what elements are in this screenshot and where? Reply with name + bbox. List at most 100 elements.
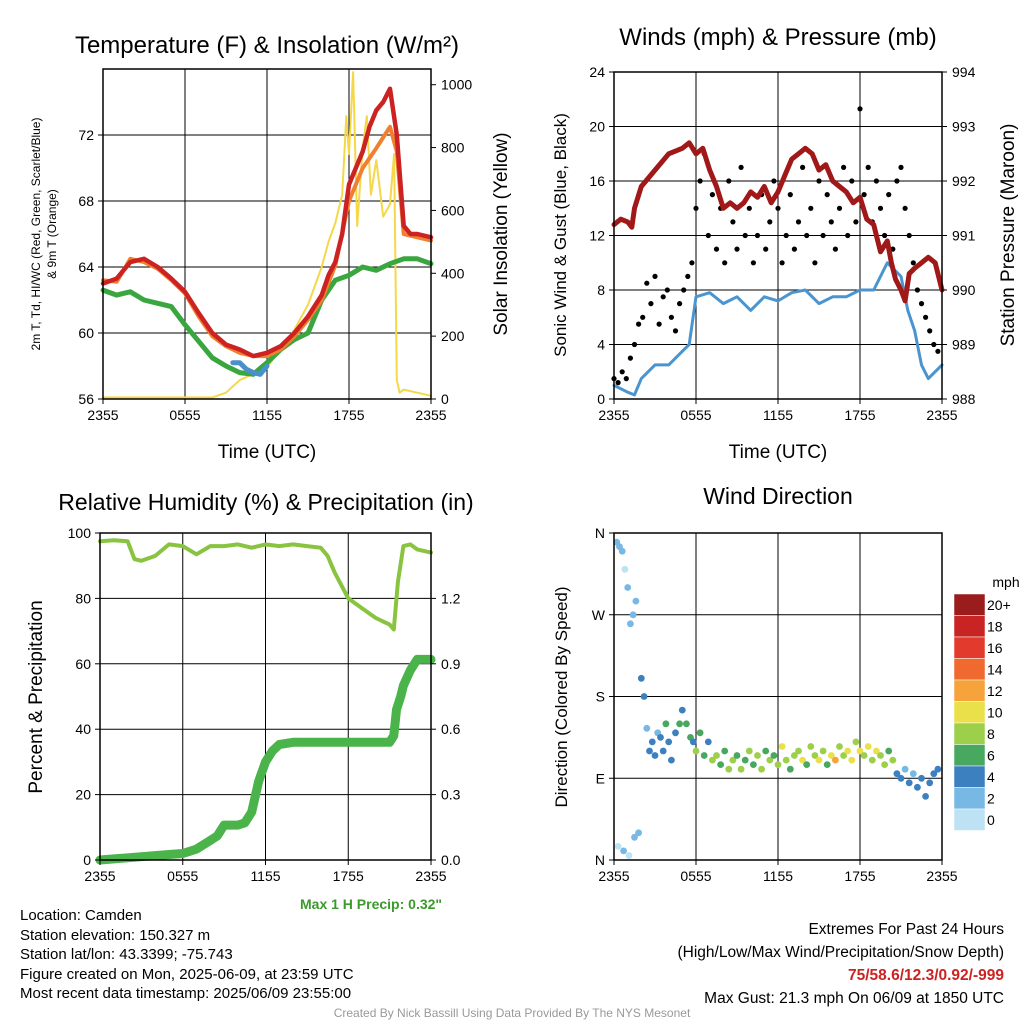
wind-y2-tick-label: 990 <box>952 282 976 298</box>
direction-point <box>754 752 761 759</box>
humidity-x-tick-label: 1755 <box>333 868 364 884</box>
gust-point <box>841 164 847 170</box>
direction-point <box>651 752 659 759</box>
gust-point <box>734 246 740 252</box>
wind-x-tick-label: 1155 <box>763 407 793 423</box>
humidity-panel: 2355 0555 1155 1755 23550204060801000.00.30.… <box>26 489 474 884</box>
direction-point <box>901 765 909 773</box>
direction-point <box>750 761 757 768</box>
gust-point <box>615 380 621 386</box>
gust-point <box>693 205 699 211</box>
gust-point <box>689 260 695 266</box>
gust-point <box>668 314 675 320</box>
extremes-values: 75/58.6/12.3/0.92/-999 <box>848 967 1004 984</box>
legend-swatch <box>953 615 986 638</box>
direction-point <box>868 756 876 764</box>
direction-y-tick-label: W <box>592 607 606 623</box>
gust-point <box>927 328 933 334</box>
direction-point <box>840 752 847 759</box>
temperature-ylabel-left-2: & 9m T (Orange) <box>45 189 59 279</box>
direction-point <box>815 756 823 764</box>
gust-point <box>800 164 806 170</box>
gust-point <box>754 232 761 239</box>
temperature-xlabel: Time (UTC) <box>218 442 317 463</box>
direction-point <box>864 743 872 750</box>
direction-point <box>689 738 697 746</box>
gust-point <box>902 205 908 211</box>
recent-timestamp: Most recent data timestamp: 2025/06/09 2… <box>20 985 352 1002</box>
gust-point <box>656 321 662 327</box>
direction-point <box>721 747 729 755</box>
gust-point <box>767 219 773 225</box>
gust-point <box>697 178 703 184</box>
humidity-y2-tick-label: 0.9 <box>441 656 461 672</box>
direction-point <box>926 779 934 787</box>
gust-point <box>824 192 830 198</box>
temperature-y2-tick-label: 200 <box>441 328 465 344</box>
direction-point <box>909 770 917 778</box>
wind-ylabel-left: Sonic Wind & Gust (Blue, Black) <box>551 113 570 357</box>
wind-x-tick-label: 0555 <box>680 407 711 423</box>
direction-title: Wind Direction <box>703 483 853 509</box>
direction-point <box>819 747 827 755</box>
gust-point <box>910 260 916 266</box>
gust-point <box>816 178 822 184</box>
direction-point <box>836 743 843 750</box>
direction-point <box>657 734 664 741</box>
legend-swatch <box>953 765 986 788</box>
temperature-x-tick-label: 2355 <box>415 407 446 423</box>
direction-point <box>737 765 745 773</box>
direction-point <box>889 756 897 764</box>
direction-point <box>637 674 645 682</box>
legend-swatch <box>953 593 986 616</box>
gust-point <box>713 246 720 252</box>
extremes-subtitle: (High/Low/Max Wind/Precipitation/Snow De… <box>677 944 1005 961</box>
gust-point <box>631 341 638 348</box>
humidity-x-tick-label: 0555 <box>167 868 198 884</box>
gust-point <box>705 232 711 239</box>
legend-label: 8 <box>987 726 995 742</box>
gust-point <box>857 106 863 112</box>
direction-point <box>782 756 790 764</box>
gust-point <box>804 232 810 239</box>
gust-point <box>845 232 851 239</box>
legend-label: 18 <box>987 618 1003 634</box>
direction-point <box>823 761 831 768</box>
temperature-ylabel-right: Solar Insolation (Yellow) <box>491 132 512 335</box>
gust-point <box>742 232 748 239</box>
humidity-x-tick-label: 2355 <box>415 868 446 884</box>
legend-label: 6 <box>987 747 995 763</box>
wind-y2-tick-label: 994 <box>952 64 976 80</box>
direction-point <box>770 752 778 759</box>
humidity-title: Relative Humidity (%) & Precipitation (i… <box>58 489 473 515</box>
direction-point <box>778 743 786 750</box>
gust-point <box>771 178 777 184</box>
temperature-panel: 2355 0555 1155 1755 235556606468720200400600… <box>29 32 512 463</box>
temperature-y2-tick-label: 800 <box>441 140 465 156</box>
gust-point <box>726 178 732 184</box>
direction-point <box>791 752 798 759</box>
direction-point <box>659 747 667 755</box>
gust-point <box>677 301 683 307</box>
direction-point <box>905 779 913 787</box>
gust-point <box>923 314 929 320</box>
temperature-y-tick-label: 72 <box>78 127 94 143</box>
direction-point <box>648 738 656 746</box>
gust-point <box>681 287 687 293</box>
legend-swatch <box>953 808 986 831</box>
humidity-x-tick-label: 2355 <box>84 868 115 884</box>
direction-point <box>852 738 860 746</box>
temperature-x-tick-label: 1755 <box>333 407 364 423</box>
direction-point <box>696 729 704 737</box>
heat-index-line <box>230 360 270 377</box>
gust-point <box>750 260 757 266</box>
legend-swatch <box>953 787 986 810</box>
direction-point <box>934 765 942 773</box>
gust-point <box>918 301 925 307</box>
temperature-y2-tick-label: 600 <box>441 202 465 218</box>
gust-point <box>775 205 781 211</box>
direction-y-tick-label: N <box>595 525 605 541</box>
max-gust: Max Gust: 21.3 mph On 06/09 at 1850 UTC <box>704 990 1004 1007</box>
direction-point <box>856 747 864 755</box>
gust-point <box>652 273 658 279</box>
